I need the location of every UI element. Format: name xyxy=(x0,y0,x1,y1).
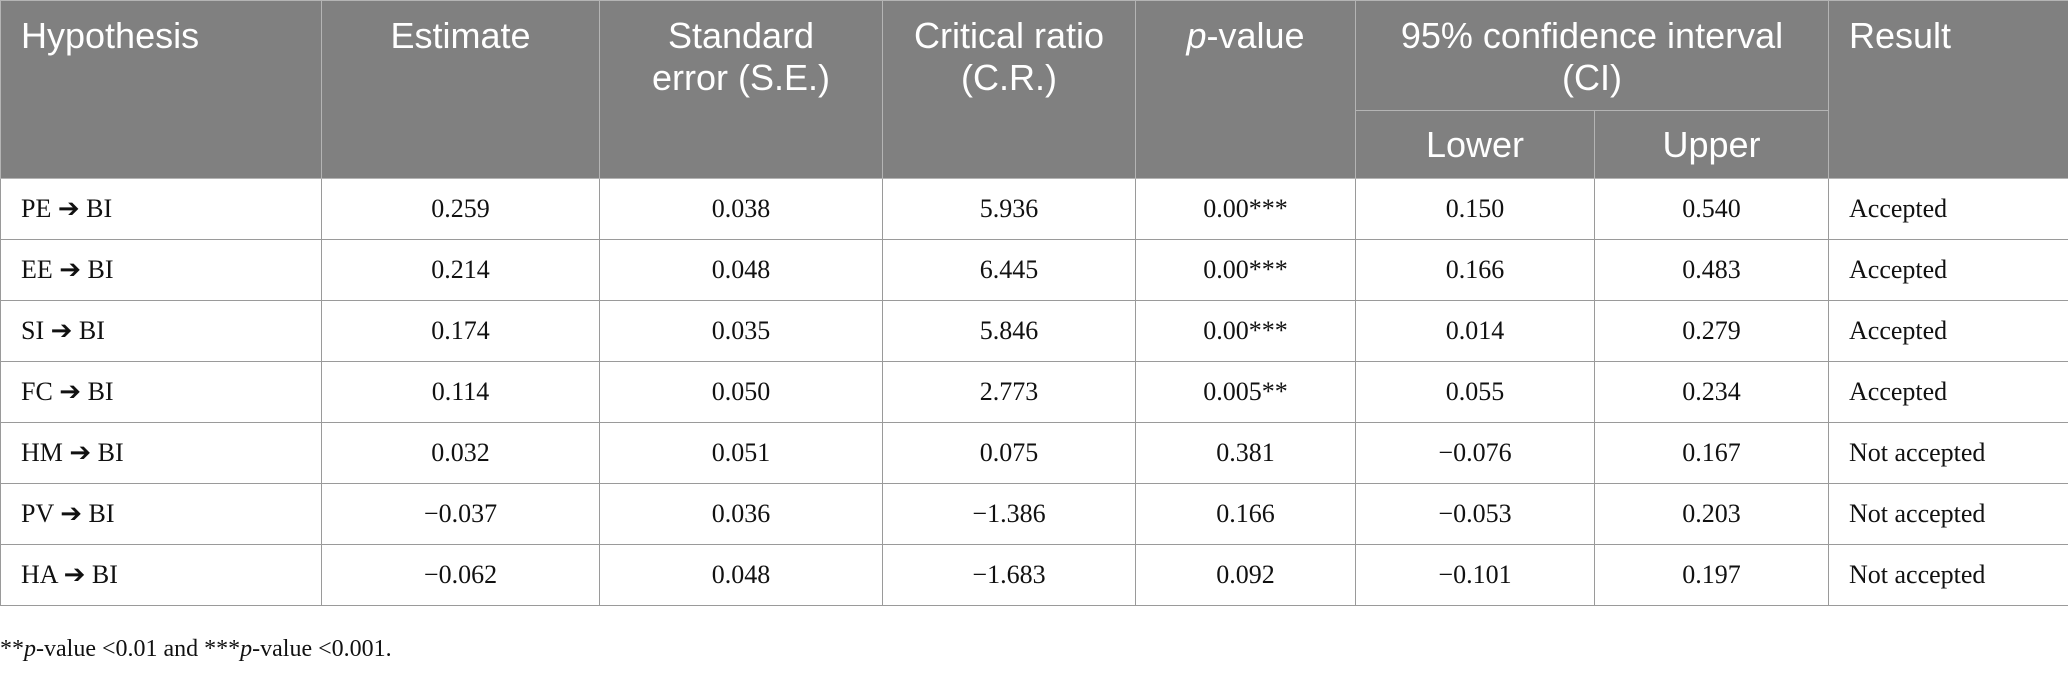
cell-hypothesis: SI ➔ BI xyxy=(0,300,322,362)
cell-estimate: 0.259 xyxy=(321,178,600,240)
cell-result: Not accepted xyxy=(1828,483,2068,545)
cell-ci-upper: 0.540 xyxy=(1594,178,1829,240)
cell-critical-ratio: 5.936 xyxy=(882,178,1136,240)
cell-estimate: 0.032 xyxy=(321,422,600,484)
header-critical-ratio: Critical ratio (C.R.) xyxy=(882,0,1136,179)
header-hypothesis: Hypothesis xyxy=(0,0,322,179)
table-row: SI ➔ BI 0.174 0.035 5.846 0.00*** 0.014 … xyxy=(0,300,2068,362)
cell-p-value: 0.166 xyxy=(1135,483,1356,545)
cell-hypothesis: HA ➔ BI xyxy=(0,544,322,606)
cell-critical-ratio: 0.075 xyxy=(882,422,1136,484)
header-ci-lower: Lower xyxy=(1355,110,1595,179)
footnote-p-italic: p xyxy=(240,636,253,662)
cell-p-value: 0.092 xyxy=(1135,544,1356,606)
cell-standard-error: 0.038 xyxy=(599,178,883,240)
footnote-part: -value <0.001. xyxy=(252,636,392,662)
header-standard-error: Standard error (S.E.) xyxy=(599,0,883,179)
table-row: EE ➔ BI 0.214 0.048 6.445 0.00*** 0.166 … xyxy=(0,239,2068,301)
header-p-rest: -value xyxy=(1206,15,1305,56)
footnote-part: ** xyxy=(0,636,24,662)
cell-p-value: 0.381 xyxy=(1135,422,1356,484)
cell-estimate: 0.174 xyxy=(321,300,600,362)
cell-result: Accepted xyxy=(1828,178,2068,240)
cell-ci-upper: 0.203 xyxy=(1594,483,1829,545)
cell-p-value: 0.00*** xyxy=(1135,239,1356,301)
table-footnote: **p-value <0.01 and ***p-value <0.001. xyxy=(0,636,392,663)
cell-ci-lower: 0.014 xyxy=(1355,300,1595,362)
cell-result: Accepted xyxy=(1828,239,2068,301)
table-row: HA ➔ BI −0.062 0.048 −1.683 0.092 −0.101… xyxy=(0,544,2068,606)
cell-standard-error: 0.035 xyxy=(599,300,883,362)
cell-ci-lower: −0.101 xyxy=(1355,544,1595,606)
cell-p-value: 0.00*** xyxy=(1135,178,1356,240)
cell-p-value: 0.005** xyxy=(1135,361,1356,423)
cell-ci-upper: 0.167 xyxy=(1594,422,1829,484)
cell-result: Not accepted xyxy=(1828,422,2068,484)
cell-ci-lower: 0.166 xyxy=(1355,239,1595,301)
footnote-part: -value <0.01 and *** xyxy=(36,636,241,662)
table-row: PE ➔ BI 0.259 0.038 5.936 0.00*** 0.150 … xyxy=(0,178,2068,240)
cell-ci-lower: 0.150 xyxy=(1355,178,1595,240)
table-header: Hypothesis Estimate Standard error (S.E.… xyxy=(0,0,2068,179)
header-result: Result xyxy=(1828,0,2068,179)
cell-standard-error: 0.051 xyxy=(599,422,883,484)
table-row: PV ➔ BI −0.037 0.036 −1.386 0.166 −0.053… xyxy=(0,483,2068,545)
header-confidence-interval: 95% confidence interval (CI) xyxy=(1355,0,1829,111)
cell-estimate: 0.114 xyxy=(321,361,600,423)
cell-ci-lower: −0.076 xyxy=(1355,422,1595,484)
footnote-p-italic: p xyxy=(24,636,36,662)
cell-hypothesis: PE ➔ BI xyxy=(0,178,322,240)
cell-critical-ratio: 6.445 xyxy=(882,239,1136,301)
header-ci-upper: Upper xyxy=(1594,110,1829,179)
cell-critical-ratio: 2.773 xyxy=(882,361,1136,423)
cell-standard-error: 0.050 xyxy=(599,361,883,423)
cell-p-value: 0.00*** xyxy=(1135,300,1356,362)
cell-hypothesis: HM ➔ BI xyxy=(0,422,322,484)
cell-hypothesis: PV ➔ BI xyxy=(0,483,322,545)
cell-critical-ratio: −1.683 xyxy=(882,544,1136,606)
cell-standard-error: 0.036 xyxy=(599,483,883,545)
cell-hypothesis: EE ➔ BI xyxy=(0,239,322,301)
results-table-container: Hypothesis Estimate Standard error (S.E.… xyxy=(0,0,2068,606)
cell-ci-upper: 0.483 xyxy=(1594,239,1829,301)
cell-standard-error: 0.048 xyxy=(599,239,883,301)
header-p-italic: p xyxy=(1186,15,1207,56)
cell-critical-ratio: −1.386 xyxy=(882,483,1136,545)
header-p-value: p-value xyxy=(1135,0,1356,179)
cell-estimate: −0.062 xyxy=(321,544,600,606)
cell-ci-lower: 0.055 xyxy=(1355,361,1595,423)
cell-hypothesis: FC ➔ BI xyxy=(0,361,322,423)
cell-result: Accepted xyxy=(1828,300,2068,362)
header-estimate: Estimate xyxy=(321,0,600,179)
cell-estimate: −0.037 xyxy=(321,483,600,545)
cell-standard-error: 0.048 xyxy=(599,544,883,606)
cell-result: Accepted xyxy=(1828,361,2068,423)
cell-ci-upper: 0.234 xyxy=(1594,361,1829,423)
table-row: FC ➔ BI 0.114 0.050 2.773 0.005** 0.055 … xyxy=(0,361,2068,423)
hypothesis-results-table: Hypothesis Estimate Standard error (S.E.… xyxy=(0,0,2068,606)
cell-result: Not accepted xyxy=(1828,544,2068,606)
cell-estimate: 0.214 xyxy=(321,239,600,301)
cell-ci-upper: 0.279 xyxy=(1594,300,1829,362)
table-body: PE ➔ BI 0.259 0.038 5.936 0.00*** 0.150 … xyxy=(0,178,2068,606)
cell-ci-lower: −0.053 xyxy=(1355,483,1595,545)
cell-ci-upper: 0.197 xyxy=(1594,544,1829,606)
table-row: HM ➔ BI 0.032 0.051 0.075 0.381 −0.076 0… xyxy=(0,422,2068,484)
cell-critical-ratio: 5.846 xyxy=(882,300,1136,362)
